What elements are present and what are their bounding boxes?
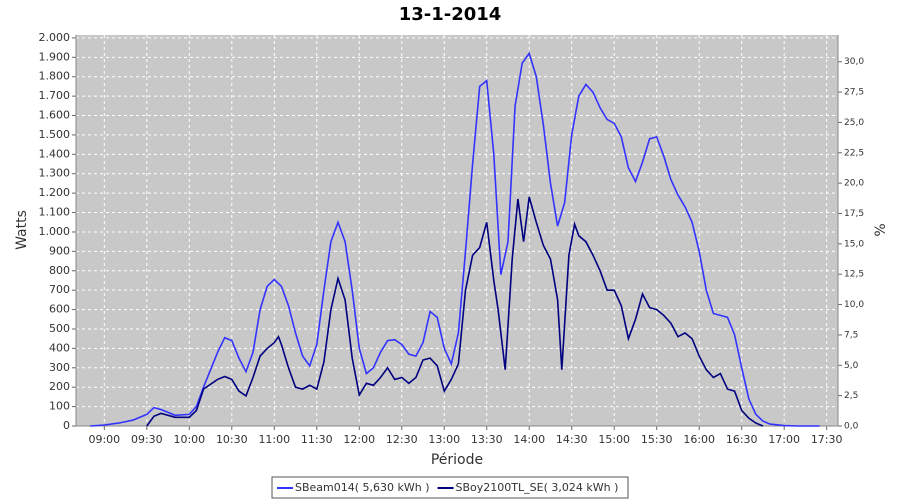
y-tick-label: 1.600 (39, 109, 71, 122)
x-tick-label: 14:00 (513, 433, 545, 446)
y2-tick-label: 5,0 (844, 361, 859, 371)
y2-tick-label: 12,5 (844, 270, 864, 280)
x-tick-label: 11:00 (258, 433, 290, 446)
y-axis-label: Watts (14, 210, 30, 250)
legend-label: SBeam014( 5,630 kWh ) (295, 481, 430, 494)
y-tick-label: 900 (49, 244, 70, 257)
y2-tick-label: 25,0 (844, 118, 864, 128)
legend-label: SBoy2100TL_SE( 3,024 kWh ) (456, 481, 619, 494)
x-tick-label: 11:30 (301, 433, 333, 446)
y2-axis-label: % (873, 223, 889, 236)
y2-tick-label: 10,0 (844, 300, 864, 310)
y2-tick-label: 7,5 (844, 330, 858, 340)
y-tick-label: 1.700 (39, 89, 71, 102)
y-tick-label: 1.300 (39, 167, 71, 180)
y-tick-label: 1.000 (39, 225, 71, 238)
y-tick-label: 1.200 (39, 186, 71, 199)
y2-tick-label: 0,0 (844, 422, 859, 432)
y2-tick-label: 15,0 (844, 239, 864, 249)
y2-tick-label: 20,0 (844, 179, 864, 189)
series-line (90, 51, 820, 427)
series-line (146, 196, 764, 427)
x-tick-label: 15:00 (598, 433, 630, 446)
x-tick-label: 16:00 (683, 433, 715, 446)
x-tick-label: 14:30 (556, 433, 588, 446)
y-tick-label: 600 (49, 303, 70, 316)
y-tick-label: 500 (49, 322, 70, 335)
y2-tick-label: 17,5 (844, 209, 864, 219)
y-tick-label: 1.400 (39, 147, 71, 160)
x-tick-label: 13:30 (471, 433, 503, 446)
y-tick-label: 1.800 (39, 70, 71, 83)
y-tick-label: 200 (49, 380, 70, 393)
y2-tick-label: 2,5 (844, 391, 858, 401)
y-tick-label: 0 (63, 419, 70, 432)
y-tick-label: 2.000 (39, 31, 71, 44)
y-tick-label: 800 (49, 264, 70, 277)
x-tick-label: 15:30 (641, 433, 673, 446)
y-tick-label: 1.100 (39, 206, 71, 219)
y2-tick-label: 27,5 (844, 88, 864, 98)
y-tick-label: 300 (49, 361, 70, 374)
x-tick-label: 16:30 (726, 433, 758, 446)
y2-tick-label: 30,0 (844, 57, 864, 67)
x-tick-label: 12:00 (343, 433, 375, 446)
x-tick-label: 10:30 (216, 433, 248, 446)
x-tick-label: 10:00 (173, 433, 205, 446)
x-tick-label: 17:30 (811, 433, 843, 446)
x-tick-label: 13:00 (428, 433, 460, 446)
y-tick-label: 100 (49, 400, 70, 413)
x-tick-label: 12:30 (386, 433, 418, 446)
x-tick-label: 09:00 (88, 433, 120, 446)
x-tick-label: 09:30 (131, 433, 163, 446)
y-tick-label: 1.500 (39, 128, 71, 141)
x-tick-label: 17:00 (768, 433, 800, 446)
x-axis-label: Période (431, 452, 483, 468)
chart-title: 13-1-2014 (399, 4, 502, 25)
y-tick-label: 1.900 (39, 50, 71, 63)
y2-tick-label: 22,5 (844, 148, 864, 158)
y-tick-label: 700 (49, 283, 70, 296)
plot-area (76, 35, 838, 426)
y-tick-label: 400 (49, 341, 70, 354)
